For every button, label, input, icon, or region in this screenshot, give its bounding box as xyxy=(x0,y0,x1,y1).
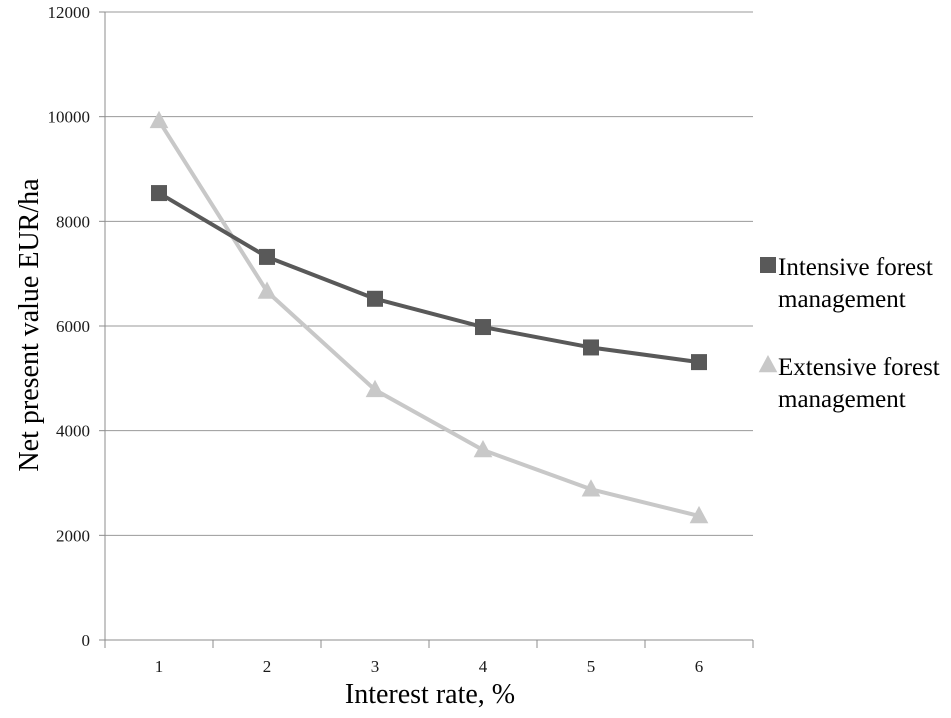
legend-label: Extensive forest xyxy=(778,354,940,381)
data-point xyxy=(365,379,385,398)
x-tick-label: 2 xyxy=(263,657,272,676)
y-tick-label: 4000 xyxy=(56,422,90,441)
data-point xyxy=(691,354,707,371)
series-extensive xyxy=(149,110,709,524)
legend-label: Intensive forest xyxy=(778,254,933,281)
data-point xyxy=(151,185,167,202)
series-line xyxy=(157,191,700,365)
x-tick-label: 3 xyxy=(371,657,380,676)
legend-label: management xyxy=(778,386,906,413)
gridlines xyxy=(105,11,753,536)
axes: 0 2000 4000 6000 8000 10000 12000 1 2 3 4 5 6 xyxy=(48,3,754,676)
series-group xyxy=(149,110,709,524)
data-point xyxy=(475,319,491,336)
data-point xyxy=(473,439,493,458)
x-tick-label: 5 xyxy=(587,657,596,676)
y-axis-title: Net present value EUR/ha xyxy=(14,178,45,472)
x-tick-label: 4 xyxy=(479,657,488,676)
x-tick-label: 1 xyxy=(155,657,164,676)
legend-item: Extensive forest management xyxy=(758,354,940,413)
series-line xyxy=(157,119,700,518)
y-tick-label: 6000 xyxy=(56,317,90,336)
legend-label: management xyxy=(778,286,906,313)
x-axis-title: Interest rate, % xyxy=(345,679,515,710)
legend-square-icon xyxy=(760,257,776,273)
y-tick-label: 8000 xyxy=(56,212,90,231)
y-tick-label: 0 xyxy=(82,631,91,650)
y-tick-label: 10000 xyxy=(48,108,91,127)
data-point xyxy=(149,110,169,129)
data-point xyxy=(367,290,383,307)
data-point xyxy=(689,505,709,524)
data-point xyxy=(259,248,275,265)
series-intensive xyxy=(151,185,707,371)
legend-triangle-icon xyxy=(758,354,778,373)
data-point xyxy=(257,281,277,299)
data-point xyxy=(583,339,599,356)
legend-item: Intensive forest management xyxy=(760,254,933,313)
data-point xyxy=(581,479,601,497)
x-tick-label: 6 xyxy=(695,657,704,676)
y-tick-label: 12000 xyxy=(48,3,91,22)
y-tick-label: 2000 xyxy=(56,526,90,545)
